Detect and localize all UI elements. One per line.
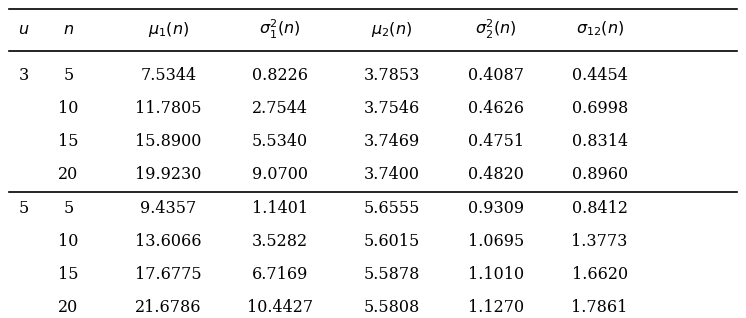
Text: 19.9230: 19.9230 [136,166,202,183]
Text: 13.6066: 13.6066 [135,233,202,250]
Text: 20: 20 [58,166,78,183]
Text: 5.5340: 5.5340 [252,133,308,150]
Text: $\sigma_{12}(n)$: $\sigma_{12}(n)$ [576,20,624,38]
Text: $n$: $n$ [63,21,74,38]
Text: 1.1401: 1.1401 [252,200,308,217]
Text: 5.5878: 5.5878 [363,266,420,283]
Text: 3: 3 [19,67,29,84]
Text: 5.5808: 5.5808 [363,299,420,316]
Text: 9.0700: 9.0700 [252,166,308,183]
Text: 0.8226: 0.8226 [252,67,308,84]
Text: 11.7805: 11.7805 [135,100,202,117]
Text: 0.8412: 0.8412 [571,200,627,217]
Text: 15.8900: 15.8900 [136,133,202,150]
Text: 2.7544: 2.7544 [252,100,308,117]
Text: 3.5282: 3.5282 [252,233,308,250]
Text: 3.7853: 3.7853 [363,67,420,84]
Text: 3.7400: 3.7400 [363,166,419,183]
Text: 17.6775: 17.6775 [135,266,202,283]
Text: 1.7861: 1.7861 [571,299,628,316]
Text: $u$: $u$ [18,21,29,38]
Text: 0.6998: 0.6998 [571,100,628,117]
Text: 3.7546: 3.7546 [363,100,420,117]
Text: 0.4087: 0.4087 [468,67,524,84]
Text: 6.7169: 6.7169 [252,266,308,283]
Text: 0.9309: 0.9309 [468,200,524,217]
Text: 10: 10 [58,233,78,250]
Text: $\mu_2(n)$: $\mu_2(n)$ [371,20,413,39]
Text: 1.6620: 1.6620 [571,266,627,283]
Text: 0.8314: 0.8314 [571,133,627,150]
Text: 21.6786: 21.6786 [135,299,202,316]
Text: 5.6015: 5.6015 [363,233,420,250]
Text: 7.5344: 7.5344 [140,67,197,84]
Text: $\sigma_2^2(n)$: $\sigma_2^2(n)$ [474,17,516,41]
Text: 5: 5 [63,200,73,217]
Text: 3.7469: 3.7469 [363,133,420,150]
Text: 0.4454: 0.4454 [571,67,627,84]
Text: 10.4427: 10.4427 [247,299,313,316]
Text: 20: 20 [58,299,78,316]
Text: 5: 5 [63,67,73,84]
Text: 0.4626: 0.4626 [468,100,524,117]
Text: 5: 5 [19,200,29,217]
Text: 1.0695: 1.0695 [468,233,524,250]
Text: 0.8960: 0.8960 [571,166,627,183]
Text: 1.1010: 1.1010 [468,266,524,283]
Text: 0.4751: 0.4751 [468,133,524,150]
Text: 1.1270: 1.1270 [468,299,524,316]
Text: $\mu_1(n)$: $\mu_1(n)$ [148,20,189,39]
Text: 10: 10 [58,100,78,117]
Text: 0.4820: 0.4820 [468,166,524,183]
Text: 1.3773: 1.3773 [571,233,628,250]
Text: 15: 15 [58,266,78,283]
Text: 9.4357: 9.4357 [140,200,197,217]
Text: 5.6555: 5.6555 [363,200,420,217]
Text: 15: 15 [58,133,78,150]
Text: $\sigma_1^2(n)$: $\sigma_1^2(n)$ [259,17,301,41]
